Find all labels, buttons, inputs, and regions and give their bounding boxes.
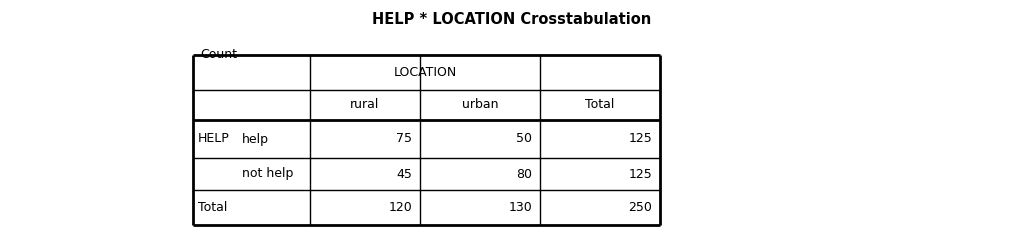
Text: HELP: HELP bbox=[198, 132, 229, 146]
Text: LOCATION: LOCATION bbox=[393, 66, 457, 79]
Text: help: help bbox=[242, 132, 269, 146]
Text: Total: Total bbox=[198, 201, 227, 214]
Text: HELP * LOCATION Crosstabulation: HELP * LOCATION Crosstabulation bbox=[373, 12, 651, 27]
Text: urban: urban bbox=[462, 99, 499, 111]
Text: 50: 50 bbox=[516, 132, 532, 146]
Text: not help: not help bbox=[242, 168, 294, 180]
Text: 250: 250 bbox=[628, 201, 652, 214]
Text: 125: 125 bbox=[629, 132, 652, 146]
Text: 130: 130 bbox=[508, 201, 532, 214]
Text: rural: rural bbox=[350, 99, 380, 111]
Text: Total: Total bbox=[586, 99, 614, 111]
Text: Count: Count bbox=[200, 48, 237, 61]
Text: 75: 75 bbox=[396, 132, 412, 146]
Text: 120: 120 bbox=[388, 201, 412, 214]
Text: 80: 80 bbox=[516, 168, 532, 180]
Text: 125: 125 bbox=[629, 168, 652, 180]
Text: 45: 45 bbox=[396, 168, 412, 180]
